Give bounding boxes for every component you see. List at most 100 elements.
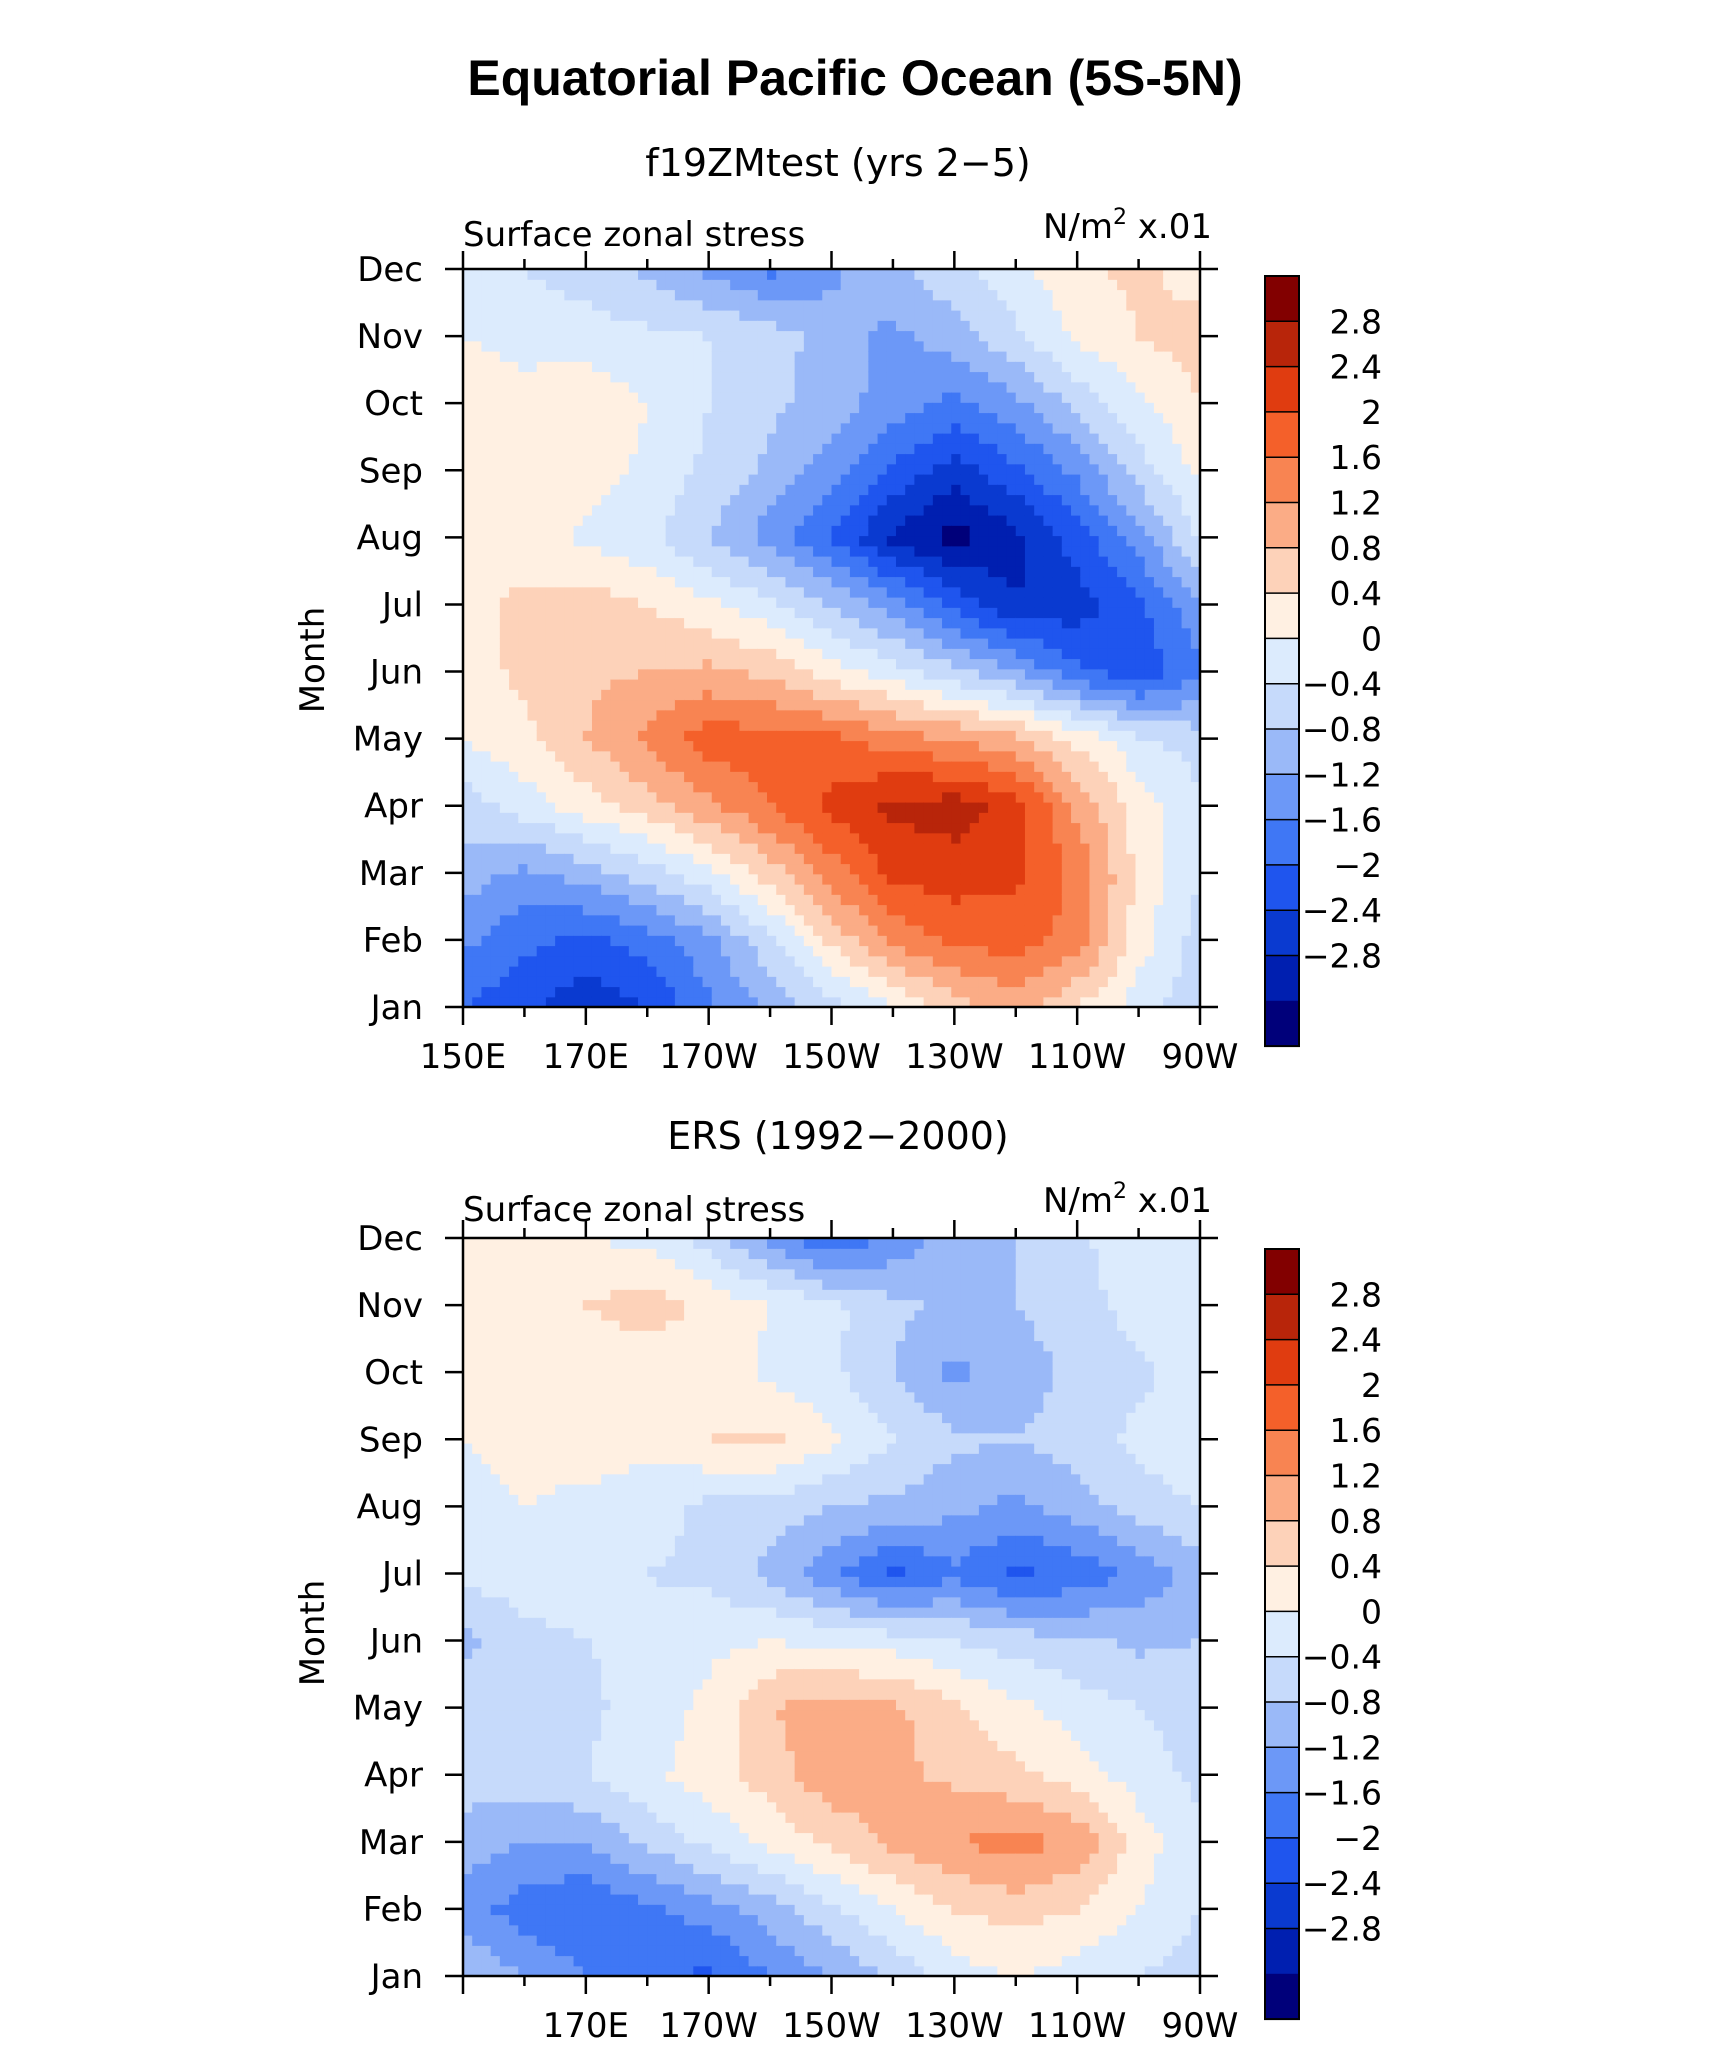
heatmap-cell — [997, 535, 1008, 547]
heatmap-cell — [684, 576, 694, 588]
heatmap-cell — [776, 535, 787, 547]
heatmap-cell — [840, 443, 851, 455]
heatmap-cell — [573, 689, 584, 701]
heatmap-cell — [1052, 955, 1063, 967]
heatmap-cell — [794, 904, 805, 916]
heatmap-cell — [601, 750, 611, 762]
heatmap-cell — [1034, 474, 1044, 485]
heatmap-cell — [1080, 894, 1091, 906]
heatmap-cell — [997, 853, 1008, 865]
heatmap-cell — [1089, 925, 1100, 936]
heatmap-cell — [720, 873, 731, 885]
heatmap-cell — [1080, 996, 1091, 1008]
heatmap-cell — [757, 822, 768, 834]
heatmap-cell — [942, 443, 952, 455]
heatmap-cell — [776, 873, 787, 885]
heatmap-cell — [472, 843, 483, 854]
heatmap-cell — [518, 812, 529, 824]
heatmap-cell — [582, 392, 593, 403]
heatmap-cell — [1034, 996, 1044, 1008]
heatmap-cell — [739, 761, 750, 772]
heatmap-cell — [1015, 925, 1026, 936]
heatmap-cell — [794, 330, 805, 342]
heatmap-cell — [1043, 740, 1054, 752]
heatmap-cell — [803, 873, 814, 885]
heatmap-cell — [1006, 720, 1017, 731]
heatmap-cell — [628, 925, 639, 936]
heatmap-cell — [932, 392, 943, 403]
heatmap-cell — [1089, 832, 1100, 844]
heatmap-cell — [988, 586, 998, 598]
heatmap-cell — [785, 894, 796, 906]
heatmap-cell — [1052, 976, 1063, 988]
heatmap-cell — [591, 658, 602, 670]
heatmap-cell — [739, 822, 750, 834]
heatmap-cell — [647, 566, 658, 578]
heatmap-cell — [840, 299, 851, 311]
heatmap-cell — [813, 781, 823, 793]
heatmap-cell — [1006, 679, 1017, 690]
heatmap-cell — [711, 371, 722, 383]
heatmap-cell — [988, 914, 998, 926]
heatmap-cell — [822, 515, 833, 526]
heatmap-cell — [997, 504, 1008, 516]
heatmap-cell — [730, 658, 740, 670]
heatmap-cell — [849, 750, 860, 762]
heatmap-cell — [684, 566, 694, 578]
heatmap-cell — [831, 279, 842, 291]
heatmap-cell — [628, 279, 639, 291]
heatmap-cell — [739, 925, 750, 936]
heatmap-cell — [601, 668, 611, 680]
heatmap-cell — [610, 740, 621, 752]
heatmap-cell — [905, 361, 916, 373]
heatmap-cell — [757, 433, 768, 444]
heatmap-cell — [895, 617, 906, 629]
heatmap-cell — [1043, 412, 1054, 424]
heatmap-cell — [951, 935, 962, 947]
heatmap-cell — [730, 966, 740, 977]
heatmap-cell — [978, 822, 989, 834]
heatmap-cell — [1024, 330, 1035, 342]
heatmap-cell — [776, 802, 787, 813]
heatmap-cell — [693, 535, 704, 547]
heatmap-cell — [988, 863, 998, 875]
heatmap-cell — [619, 679, 630, 690]
heatmap-cell — [813, 648, 823, 660]
heatmap-cell — [960, 556, 971, 567]
heatmap-cell — [509, 689, 519, 701]
heatmap-cell — [849, 504, 860, 516]
heatmap-cell — [481, 433, 492, 444]
heatmap-cell — [1034, 402, 1044, 414]
heatmap-cell — [720, 525, 731, 537]
heatmap-cell — [895, 484, 906, 496]
heatmap-cell — [582, 361, 593, 373]
heatmap-cell — [1034, 607, 1044, 619]
heatmap-cell — [886, 853, 897, 865]
heatmap-cell — [518, 433, 529, 444]
heatmap-cell — [665, 822, 676, 834]
heatmap-cell — [564, 330, 575, 342]
heatmap-cell — [720, 843, 731, 854]
heatmap-cell — [730, 679, 740, 690]
heatmap-cell — [665, 863, 676, 875]
heatmap-cell — [702, 320, 713, 332]
heatmap-cell — [564, 607, 575, 619]
heatmap-cell — [868, 925, 879, 936]
heatmap-cell — [619, 976, 630, 988]
heatmap-cell — [1071, 320, 1081, 332]
heatmap-cell — [481, 771, 492, 783]
heatmap-cell — [518, 340, 529, 352]
heatmap-cell — [545, 269, 556, 280]
heatmap-cell — [914, 914, 925, 926]
heatmap-cell — [591, 884, 602, 895]
heatmap-cell — [785, 935, 796, 947]
heatmap-cell — [1006, 422, 1017, 434]
heatmap-cell — [767, 402, 777, 414]
heatmap-cell — [942, 791, 952, 803]
heatmap-cell — [463, 566, 473, 578]
heatmap-cell — [619, 709, 630, 721]
heatmap-cell — [684, 351, 694, 362]
heatmap-cell — [1043, 525, 1054, 537]
heatmap-cell — [1061, 761, 1072, 772]
heatmap-cell — [684, 269, 694, 280]
